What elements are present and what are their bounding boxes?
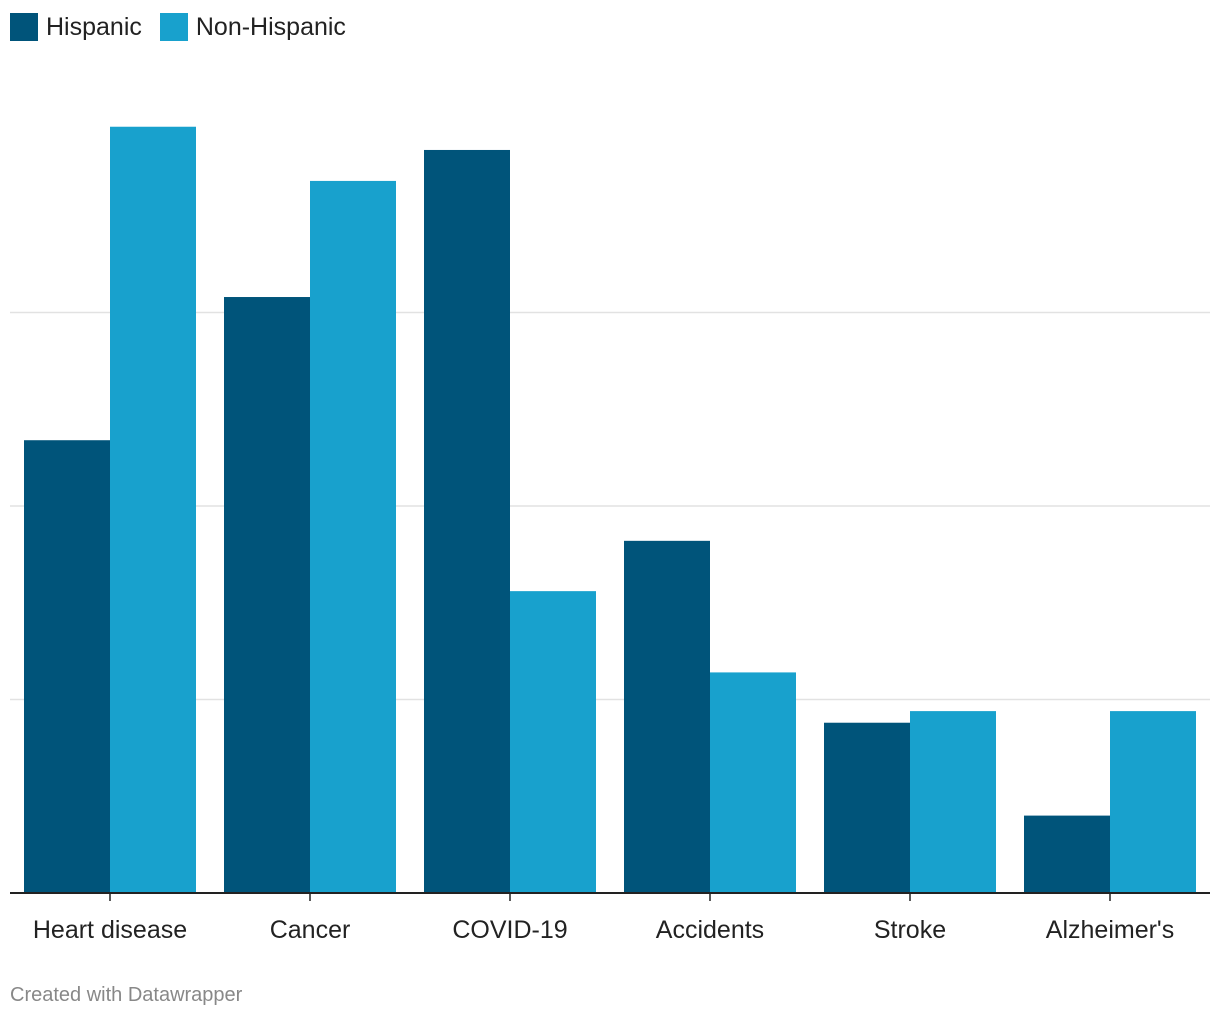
legend-swatch-non-hispanic xyxy=(159,13,188,41)
x-tick-label: Heart disease xyxy=(33,916,187,944)
bar-hispanic-covid-19 xyxy=(424,149,510,893)
x-tick-label: Cancer xyxy=(270,916,351,944)
bar-non-hispanic-stroke xyxy=(910,711,996,893)
legend-swatch-hispanic xyxy=(10,13,38,41)
legend: Hispanic Non-Hispanic xyxy=(10,12,346,42)
legend-label-non-hispanic: Non-Hispanic xyxy=(195,12,346,41)
bar-non-hispanic-alzheimer-s xyxy=(1110,711,1196,893)
bar-non-hispanic-covid-19 xyxy=(510,591,596,893)
bars xyxy=(24,126,1196,894)
x-tick-label: Alzheimer's xyxy=(1046,916,1174,944)
legend-item-hispanic: Hispanic xyxy=(10,13,142,42)
x-tick-label: COVID-19 xyxy=(452,916,567,944)
legend-item-non-hispanic: Non-Hispanic xyxy=(159,12,346,42)
bar-hispanic-heart-disease xyxy=(24,440,110,893)
footer-credit: Created with Datawrapper xyxy=(10,984,243,1006)
bar-hispanic-cancer xyxy=(224,297,310,893)
bar-non-hispanic-cancer xyxy=(310,180,396,894)
x-tick-label: Accidents xyxy=(656,916,764,944)
x-axis: Heart disease Cancer COVID-19 Accidents Stro… xyxy=(10,892,1210,944)
x-tick-label: Stroke xyxy=(874,916,946,944)
bar-non-hispanic-accidents xyxy=(710,672,796,893)
bar-hispanic-accidents xyxy=(624,540,710,893)
bar-hispanic-alzheimer-s xyxy=(1024,815,1110,893)
gridlines xyxy=(10,311,1210,701)
bar-hispanic-stroke xyxy=(824,722,910,893)
bar-non-hispanic-heart-disease xyxy=(110,126,196,894)
legend-label-hispanic: Hispanic xyxy=(46,12,142,41)
